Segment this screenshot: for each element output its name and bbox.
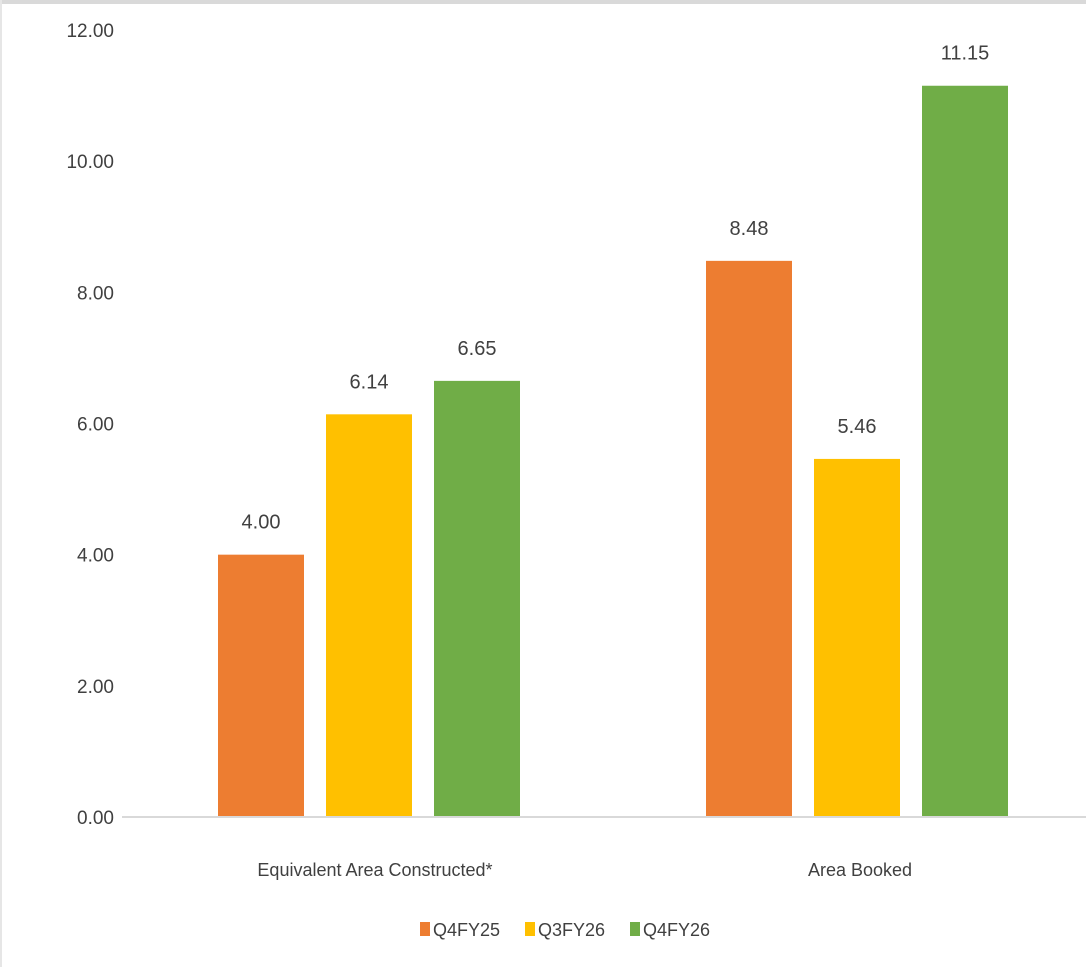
data-label: 4.00 bbox=[242, 512, 281, 534]
data-label: 11.15 bbox=[941, 43, 990, 65]
legend-label: Q4FY26 bbox=[643, 920, 710, 940]
x-category-label: Area Booked bbox=[808, 860, 912, 880]
bar-q3fy26-2 bbox=[814, 458, 900, 817]
bar-q3fy26-1 bbox=[326, 414, 412, 817]
data-label: 6.65 bbox=[458, 338, 497, 360]
y-tick-label: 4.00 bbox=[77, 546, 114, 567]
data-label: 5.46 bbox=[838, 416, 877, 438]
y-tick-label: 6.00 bbox=[77, 415, 114, 436]
data-label: 6.14 bbox=[350, 371, 389, 393]
y-tick-label: 8.00 bbox=[77, 283, 114, 304]
left-border bbox=[0, 0, 2, 967]
legend-swatch-q4fy26 bbox=[630, 922, 640, 936]
bar-q4fy26-1 bbox=[434, 380, 520, 817]
bar-q4fy25-1 bbox=[218, 554, 304, 817]
bar-q4fy25-2 bbox=[706, 260, 792, 817]
y-tick-label: 0.00 bbox=[77, 808, 114, 829]
y-tick-label: 10.00 bbox=[66, 152, 114, 173]
y-tick-label: 2.00 bbox=[77, 677, 114, 698]
legend-label: Q4FY25 bbox=[433, 920, 500, 940]
data-label: 8.48 bbox=[730, 218, 769, 240]
top-border bbox=[0, 0, 1086, 4]
legend-label: Q3FY26 bbox=[538, 920, 605, 940]
x-category-label: Equivalent Area Constructed* bbox=[257, 860, 492, 880]
bar-q4fy26-2 bbox=[922, 85, 1008, 817]
y-tick-label: 12.00 bbox=[66, 21, 114, 42]
legend-swatch-q3fy26 bbox=[525, 922, 535, 936]
legend-swatch-q4fy25 bbox=[420, 922, 430, 936]
